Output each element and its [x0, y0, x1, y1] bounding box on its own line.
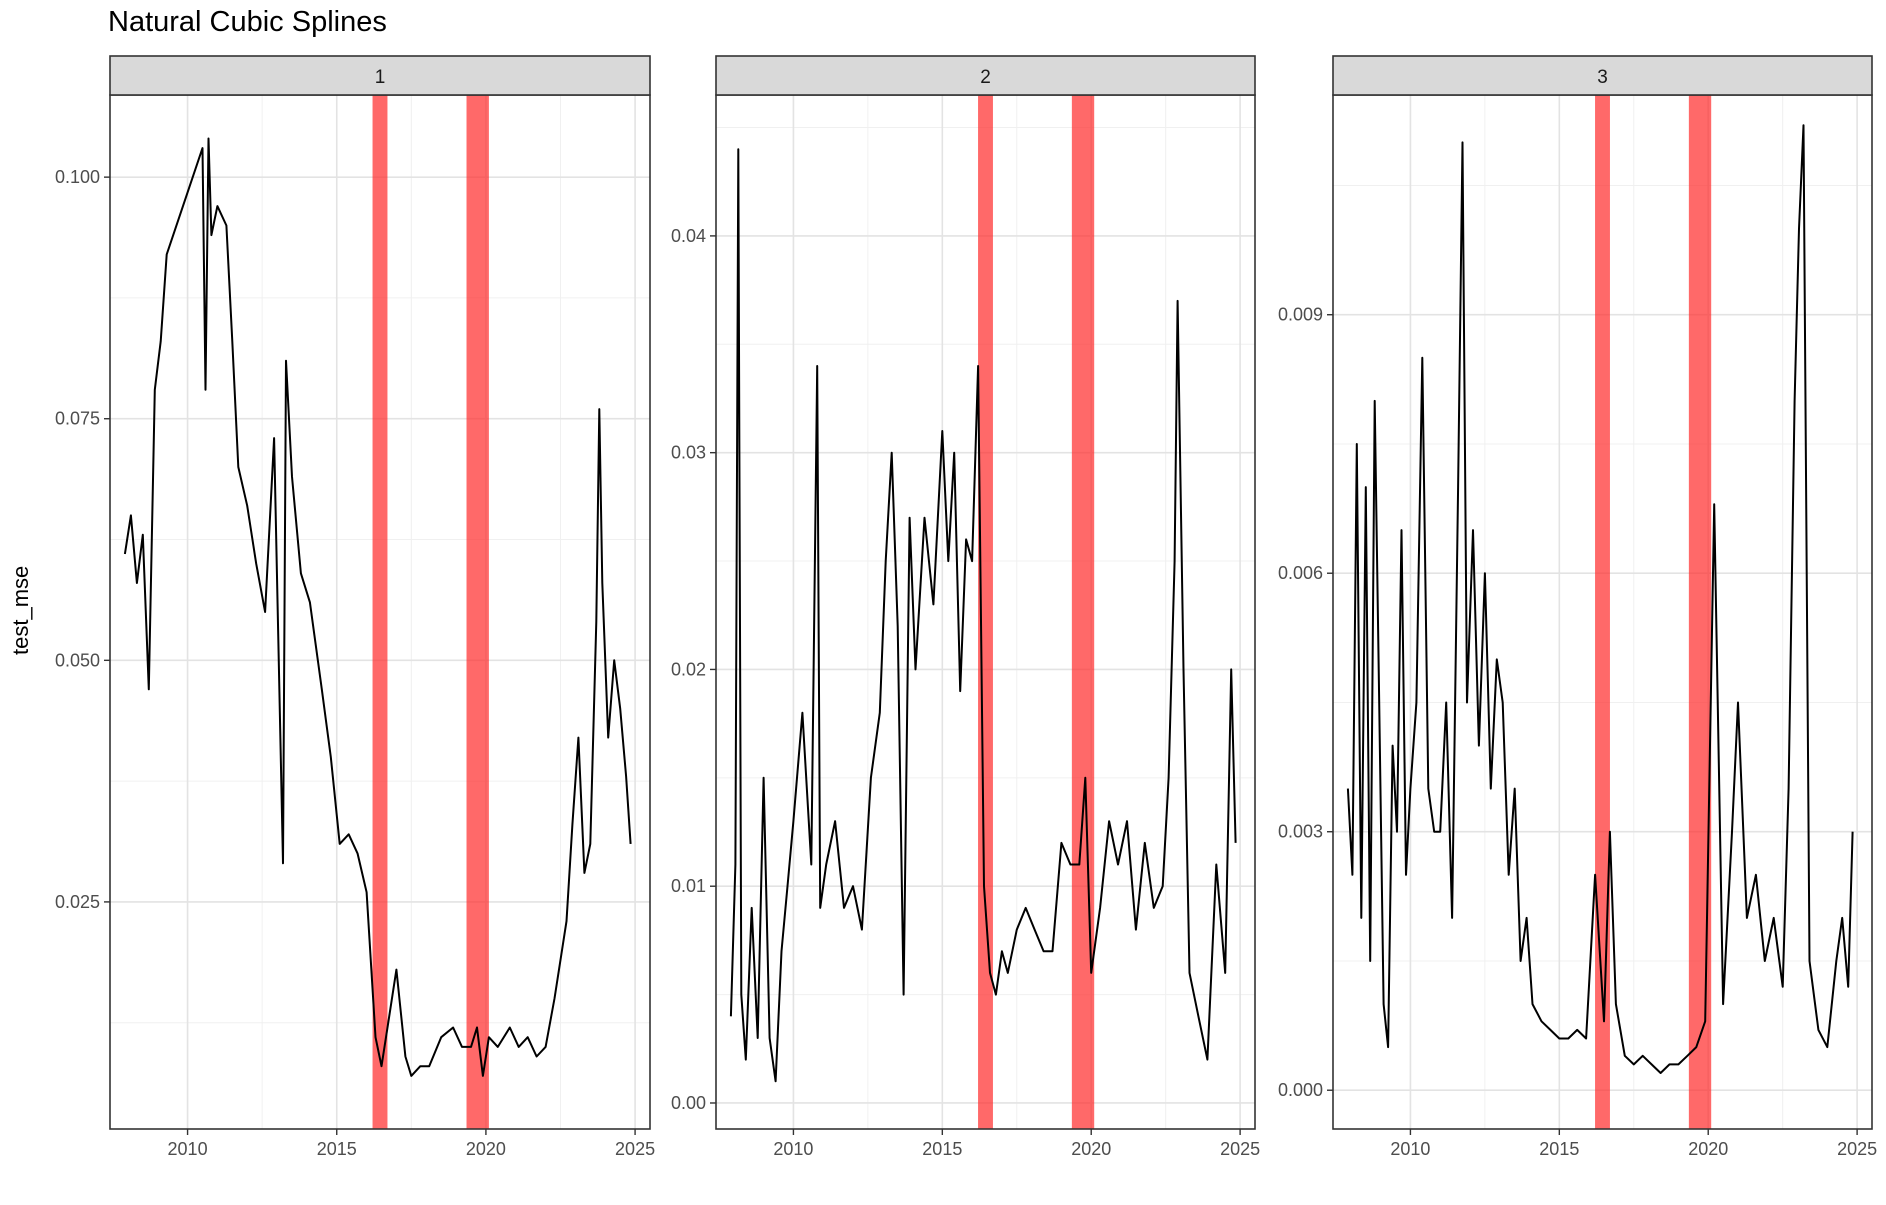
y-tick-label: 0.03 — [671, 443, 706, 463]
x-tick-label: 2025 — [1837, 1139, 1877, 1159]
x-tick-label: 2010 — [773, 1139, 813, 1159]
y-tick-label: 0.075 — [55, 409, 100, 429]
highlight-band-2 — [1688, 95, 1712, 1129]
highlight-band-1 — [1595, 95, 1610, 1129]
series-line — [729, 148, 1237, 1083]
strip-background — [715, 55, 1256, 96]
y-tick-label: 0.009 — [1278, 305, 1323, 325]
x-tick-label: 2010 — [1390, 1139, 1430, 1159]
x-tick-label: 2015 — [1539, 1139, 1579, 1159]
panel-1: 1 2010 2015 2020 2025 0.025 0.050 0.075 0.100 — [55, 55, 655, 1159]
y-tick-label: 0.000 — [1278, 1080, 1323, 1100]
strip-label: 1 — [375, 67, 386, 88]
x-tick-label: 2020 — [466, 1139, 506, 1159]
highlight-band-1 — [978, 95, 993, 1129]
x-tick-label: 2015 — [922, 1139, 962, 1159]
panel-2: 2 2010 2015 2020 2025 0.00 0.01 0.02 0.03 0.04 — [671, 55, 1260, 1159]
strip-label: 2 — [980, 67, 991, 88]
highlight-band-1 — [372, 95, 388, 1129]
highlight-band-2 — [466, 95, 489, 1129]
x-tick-label: 2025 — [1220, 1139, 1260, 1159]
y-tick-label: 0.04 — [671, 226, 706, 246]
x-tick-label: 2020 — [1071, 1139, 1111, 1159]
y-tick-label: 0.02 — [671, 659, 706, 679]
strip-background — [109, 55, 651, 96]
panel-3: 3 2010 2015 2020 2025 0.000 0.003 0.006 0.009 — [1278, 55, 1877, 1159]
y-tick-label: 0.025 — [55, 892, 100, 912]
y-tick-label: 0.100 — [55, 167, 100, 187]
y-tick-label: 0.006 — [1278, 563, 1323, 583]
x-tick-label: 2020 — [1688, 1139, 1728, 1159]
strip-background — [1332, 55, 1873, 96]
series-line — [1346, 124, 1854, 1074]
y-tick-label: 0.00 — [671, 1093, 706, 1113]
highlight-band-2 — [1071, 95, 1095, 1129]
y-tick-label: 0.01 — [671, 876, 706, 896]
y-tick-label: 0.050 — [55, 650, 100, 670]
strip-label: 3 — [1597, 67, 1608, 88]
x-tick-label: 2025 — [615, 1139, 655, 1159]
chart-title: Natural Cubic Splines — [108, 6, 387, 38]
y-tick-label: 0.003 — [1278, 822, 1323, 842]
series-line — [123, 137, 632, 1077]
x-tick-label: 2010 — [168, 1139, 208, 1159]
x-tick-label: 2015 — [317, 1139, 357, 1159]
